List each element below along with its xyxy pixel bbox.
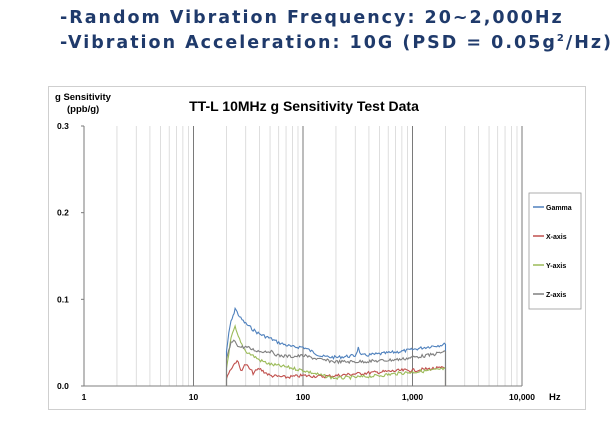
legend-label-gamma: Gamma [546,205,572,212]
legend-label-y-axis: Y-axis [546,263,566,270]
g-sensitivity-chart: 1 10 100 1,000 10,000 0.0 0.1 0.2 0.3 TT-L 10MHz… [55,92,582,403]
legend: Gamma X-axis Y-axis Z-axis [528,192,582,310]
chart-frame: 1 10 100 1,000 10,000 0.0 0.1 0.2 0.3 TT-L 10MHz… [48,86,586,410]
bullet-acceleration-superscript: 2 [556,33,566,45]
bullet-acceleration-text: -Vibration Acceleration: 10G (PSD = 0.05… [60,33,557,53]
x-axis-label: Hz [549,392,561,403]
grid [83,126,523,386]
bullet-frequency-text: -Random Vibration Frequency: 20~2,000Hz [60,8,564,28]
x-tick-label: 1 [82,392,87,402]
y-axis-label-line2: (ppb/g) [67,104,99,115]
series-line-z-axis [84,339,522,387]
y-tick-label: 0.1 [57,294,69,304]
series-lines [84,306,522,387]
legend-label-z-axis: Z-axis [546,292,566,299]
chart-title: TT-L 10MHz g Sensitivity Test Data [189,98,419,114]
bullet-acceleration-suffix: /Hz) [565,33,611,53]
y-tick-label: 0.0 [57,381,69,391]
x-tick-label: 10,000 [509,392,535,402]
legend-label-x-axis: X-axis [546,234,567,241]
x-tick-label: 1,000 [402,392,424,402]
y-tick-label: 0.2 [57,208,69,218]
legend-box [528,192,582,310]
x-tick-label: 10 [189,392,199,402]
y-axis-label-line1: g Sensitivity [55,92,112,103]
bullet-acceleration: -Vibration Acceleration: 10G (PSD = 0.05… [60,33,611,53]
bullet-frequency: -Random Vibration Frequency: 20~2,000Hz [60,8,564,28]
tick-labels: 1 10 100 1,000 10,000 0.0 0.1 0.2 0.3 [57,121,535,402]
y-tick-label: 0.3 [57,121,69,131]
x-tick-label: 100 [296,392,310,402]
